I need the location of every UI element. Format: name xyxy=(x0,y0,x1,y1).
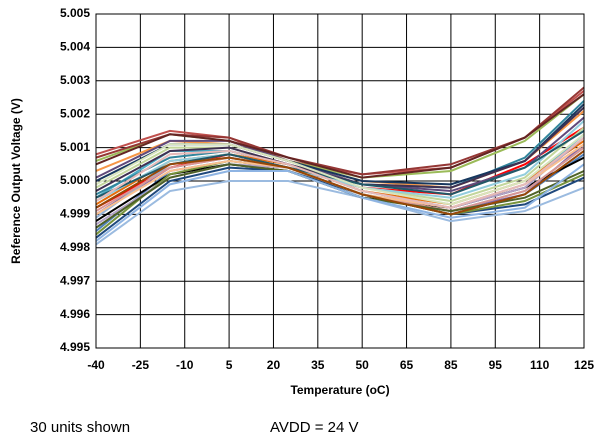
x-tick-label: 65 xyxy=(400,358,414,372)
y-tick-label: 4.999 xyxy=(60,207,90,221)
y-tick-label: 4.998 xyxy=(60,240,90,254)
series-line xyxy=(95,136,585,209)
x-tick-label: 50 xyxy=(356,358,370,372)
y-tick-label: 5.004 xyxy=(60,40,90,54)
series-line xyxy=(95,93,585,179)
x-tick-label: 35 xyxy=(311,358,325,372)
annotation: AVDD = 24 V xyxy=(270,419,359,436)
series-line xyxy=(95,163,585,242)
x-tick-label: -40 xyxy=(87,358,105,372)
y-axis-label: Reference Output Voltage (V) xyxy=(9,98,23,264)
series-line xyxy=(95,180,585,246)
x-axis-label: Temperature (oC) xyxy=(290,383,389,397)
x-tick-label: 85 xyxy=(444,358,458,372)
series-line xyxy=(95,166,585,239)
x-tick-label: 110 xyxy=(530,358,550,372)
x-tick-label: -10 xyxy=(176,358,194,372)
y-tick-label: 5.001 xyxy=(60,140,90,154)
x-tick-label: -25 xyxy=(132,358,150,372)
y-tick-label: 5.003 xyxy=(60,73,90,87)
x-tick-label: 95 xyxy=(489,358,503,372)
y-tick-label: 4.996 xyxy=(60,307,90,321)
y-tick-label: 5.002 xyxy=(60,106,90,120)
plot-border xyxy=(95,13,585,349)
y-tick-label: 4.995 xyxy=(60,340,90,354)
y-tick-label: 5.005 xyxy=(60,6,90,20)
annotation: 30 units shown xyxy=(30,419,130,436)
x-tick-label: 20 xyxy=(267,358,281,372)
y-tick-label: 5.000 xyxy=(60,173,90,187)
series-line xyxy=(95,133,585,206)
x-tick-label: 125 xyxy=(574,358,594,372)
x-tick-label: 5 xyxy=(226,358,233,372)
y-tick-label: 4.997 xyxy=(60,273,90,287)
series-line xyxy=(95,150,585,216)
